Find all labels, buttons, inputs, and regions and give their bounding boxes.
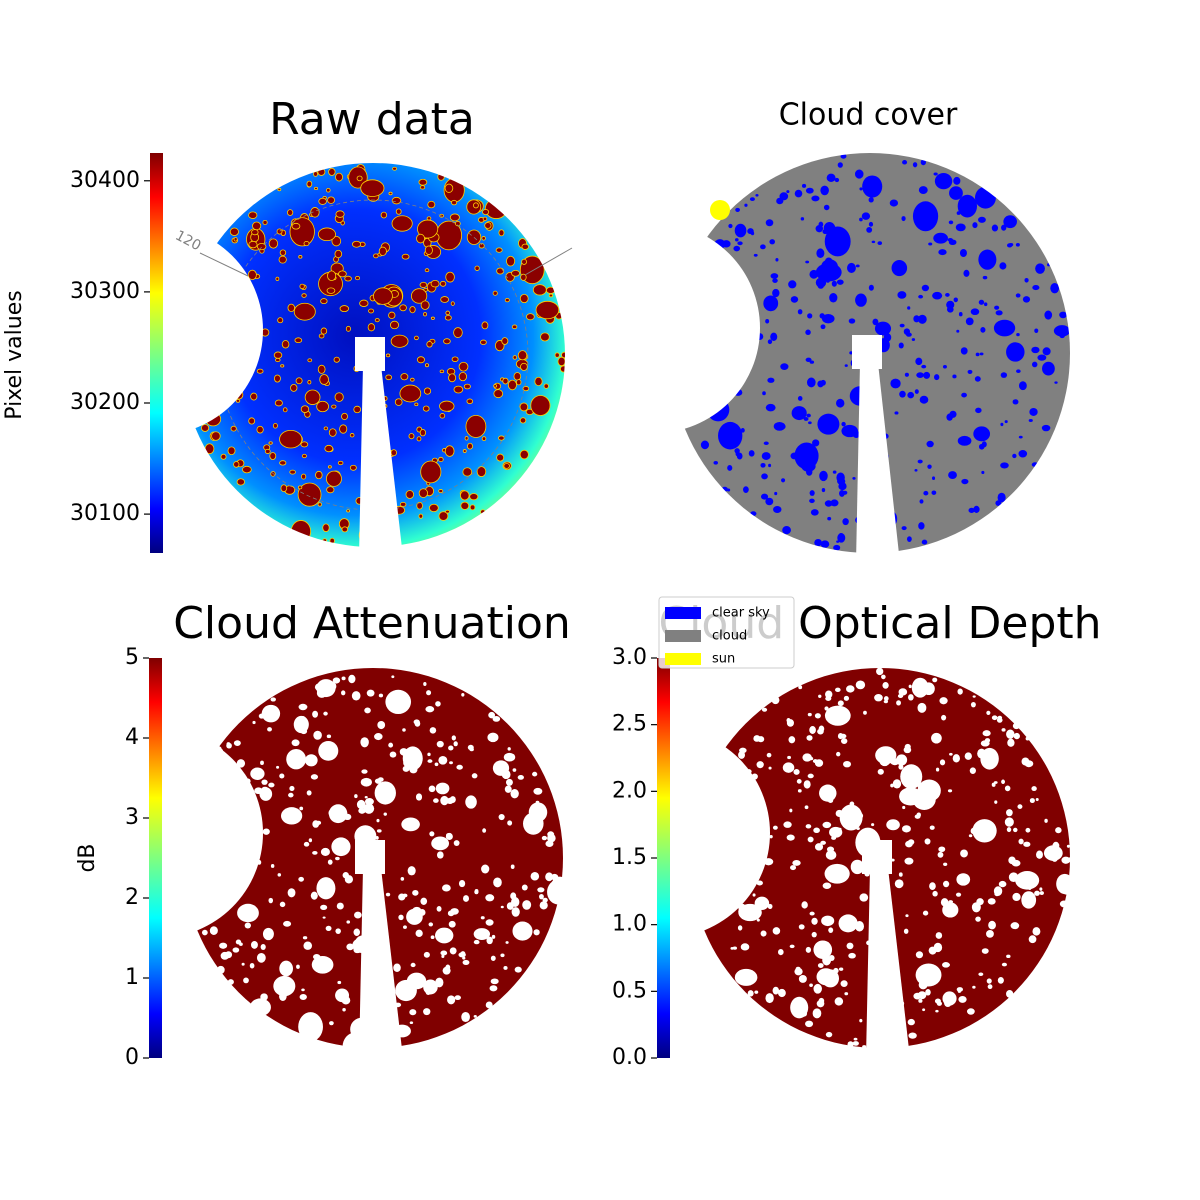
- colorbar-tick-label: 2.0: [612, 778, 647, 803]
- sky-image: [670, 153, 1071, 553]
- colorbar: [657, 658, 670, 1058]
- colorbar-tick-label: 5: [125, 645, 139, 670]
- legend-label: clear sky: [712, 606, 770, 621]
- colorbar-label: Pixel values: [2, 290, 27, 419]
- colorbar-tick-label: 30200: [70, 390, 140, 415]
- colorbar-tick-label: 1.5: [612, 845, 647, 870]
- polar-ring: [217, 199, 529, 511]
- colorbar-tick-label: 0.5: [612, 978, 647, 1003]
- panel-title: Cloud cover: [779, 98, 958, 133]
- colorbar: [150, 153, 163, 553]
- polar-axis: [524, 247, 573, 276]
- legend-swatch: [665, 630, 701, 642]
- colorbar-tick-label: 0: [125, 1045, 139, 1070]
- colorbar-tick-label: 30400: [70, 168, 140, 193]
- sky-image: [179, 163, 568, 556]
- panel-title: Cloud Attenuation: [173, 598, 571, 649]
- colorbar-tick-label: 30300: [70, 279, 140, 304]
- colorbar-tick-label: 0.0: [612, 1045, 647, 1070]
- sun-marker: [710, 200, 730, 220]
- colorbar-label: dB: [75, 843, 100, 872]
- sky-image: [180, 668, 570, 1062]
- colorbar-tick-label: 4: [125, 725, 139, 750]
- polar-axis: [199, 252, 249, 277]
- colorbar-tick-label: 2: [125, 885, 139, 910]
- colorbar-tick-label: 3.0: [612, 645, 647, 670]
- panel-title: Raw data: [269, 94, 475, 145]
- sky-image: [690, 667, 1074, 1050]
- legend-label: sun: [712, 652, 735, 667]
- legend-swatch: [665, 607, 701, 619]
- legend-swatch: [665, 653, 701, 665]
- colorbar-tick-label: 1: [125, 965, 139, 990]
- colorbar-tick-label: 1.0: [612, 912, 647, 937]
- colorbar-tick-label: 3: [125, 805, 139, 830]
- colorbar-tick-label: 2.5: [612, 712, 647, 737]
- colorbar: [149, 658, 162, 1058]
- legend-label: cloud: [712, 629, 747, 644]
- colorbar-tick-label: 30100: [70, 501, 140, 526]
